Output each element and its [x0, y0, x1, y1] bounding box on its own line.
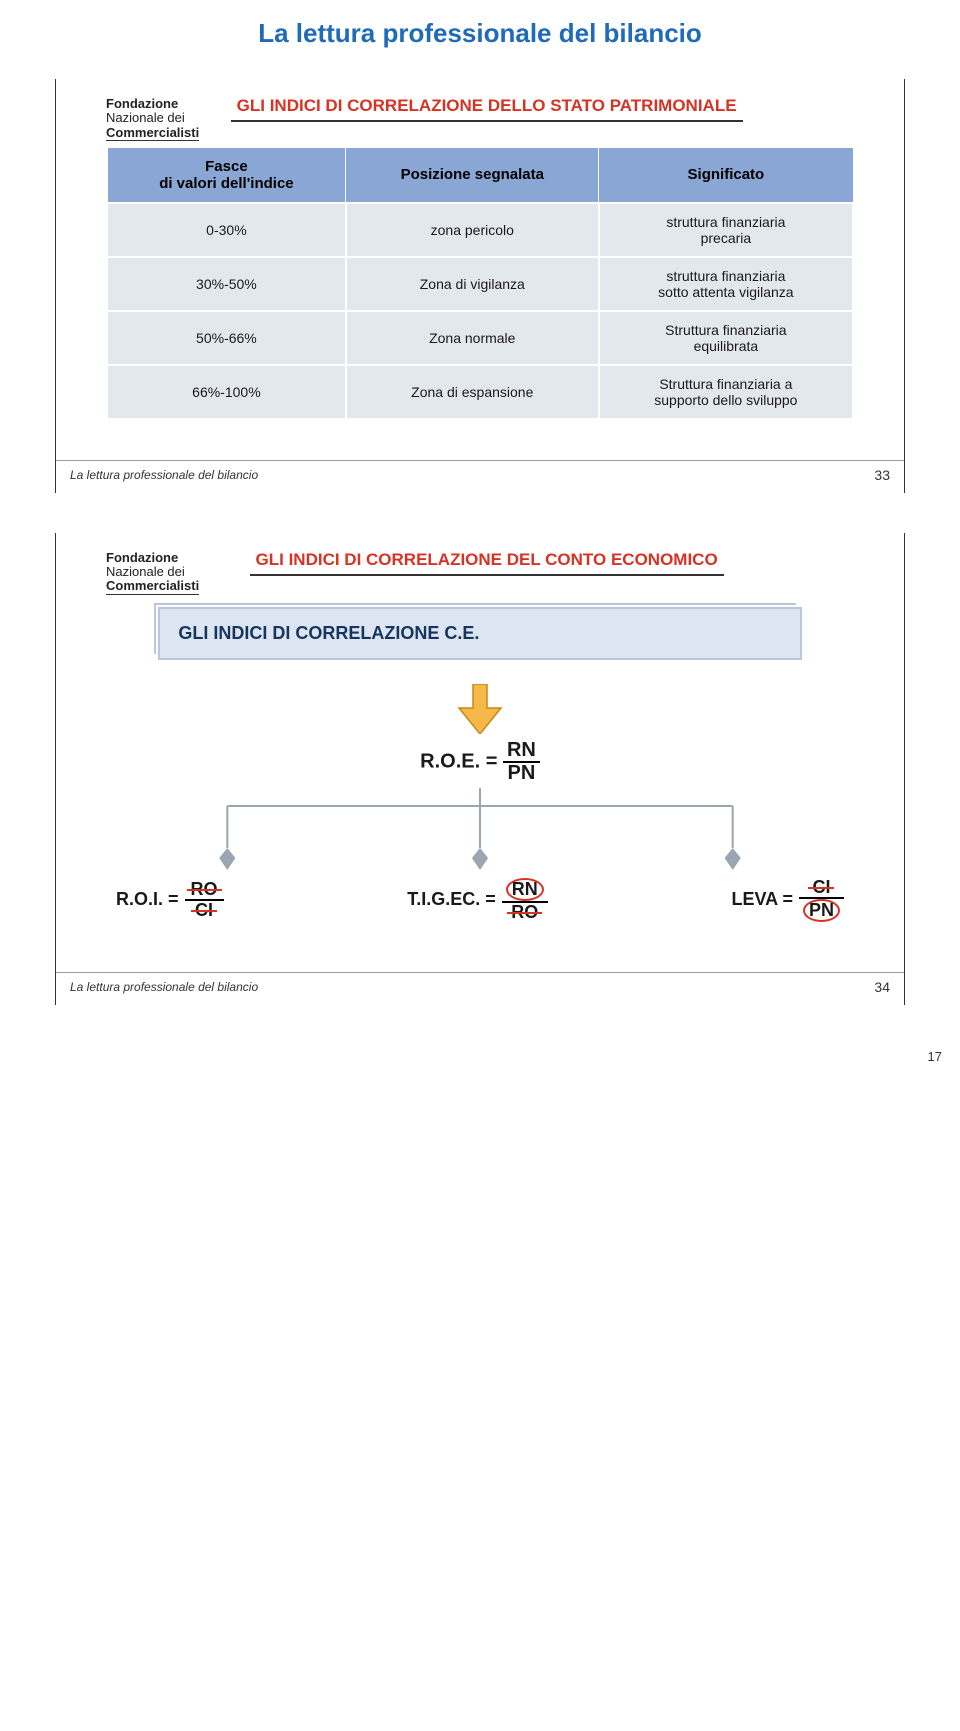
- roi-num: RO: [189, 880, 220, 899]
- roe-equation: R.O.E. = RN PN: [106, 740, 854, 784]
- footer-number: 33: [874, 467, 890, 483]
- roi-den: CI: [193, 901, 215, 920]
- ce-box-text: GLI INDICI DI CORRELAZIONE C.E.: [158, 607, 801, 660]
- arrow-down-icon: [106, 684, 854, 734]
- tig-den: RO: [509, 903, 540, 922]
- table-header: Significato: [599, 147, 853, 203]
- table-cell: Struttura finanziaria a supporto dello s…: [599, 365, 853, 419]
- indices-table: Fasce di valori dell'indicePosizione seg…: [106, 147, 854, 420]
- table-cell: Zona di espansione: [346, 365, 599, 419]
- logo-line: Commercialisti: [106, 579, 199, 593]
- leva-num: CI: [810, 878, 832, 897]
- table-cell: struttura finanziaria precaria: [599, 203, 853, 257]
- table-row: 66%-100%Zona di espansioneStruttura fina…: [107, 365, 853, 419]
- tig-num: RN: [506, 878, 544, 901]
- table-cell: Zona normale: [346, 311, 599, 365]
- table-row: 30%-50%Zona di vigilanzastruttura finanz…: [107, 257, 853, 311]
- footer-number: 34: [874, 979, 890, 995]
- logo-line: Commercialisti: [106, 126, 199, 140]
- table-cell: struttura finanziaria sotto attenta vigi…: [599, 257, 853, 311]
- table-row: 0-30%zona pericolostruttura finanziaria …: [107, 203, 853, 257]
- roi-label: R.O.I. =: [116, 889, 179, 910]
- slide1-footer: La lettura professionale del bilancio 33: [56, 460, 904, 493]
- table-cell: Zona di vigilanza: [346, 257, 599, 311]
- table-cell: 66%-100%: [107, 365, 346, 419]
- leva-den: PN: [803, 899, 840, 922]
- leva-equation: LEVA = CI PN: [731, 878, 844, 922]
- equation-row: R.O.I. = RO CI T.I.G.EC. = RN RO LEVA = …: [106, 878, 854, 932]
- ce-box: GLI INDICI DI CORRELAZIONE C.E.: [158, 607, 801, 660]
- footer-caption: La lettura professionale del bilancio: [70, 468, 258, 482]
- table-cell: 50%-66%: [107, 311, 346, 365]
- roi-equation: R.O.I. = RO CI: [116, 878, 224, 922]
- table-cell: 30%-50%: [107, 257, 346, 311]
- table-row: 50%-66%Zona normaleStruttura finanziaria…: [107, 311, 853, 365]
- connector-lines: [106, 788, 854, 878]
- slide-1: Fondazione Nazionale dei Commercialisti …: [55, 79, 905, 493]
- footer-caption: La lettura professionale del bilancio: [70, 980, 258, 994]
- table-cell: Struttura finanziaria equilibrata: [599, 311, 853, 365]
- tig-label: T.I.G.EC. =: [407, 889, 496, 910]
- table-header: Fasce di valori dell'indice: [107, 147, 346, 203]
- tig-equation: T.I.G.EC. = RN RO: [407, 878, 548, 922]
- page-corner-number: 17: [0, 1045, 960, 1076]
- table-header: Posizione segnalata: [346, 147, 599, 203]
- roe-den: PN: [503, 763, 540, 784]
- table-cell: zona pericolo: [346, 203, 599, 257]
- slide1-title: GLI INDICI DI CORRELAZIONE DELLO STATO P…: [231, 95, 743, 122]
- roe-label: R.O.E. =: [420, 750, 497, 772]
- leva-label: LEVA =: [731, 889, 793, 910]
- table-cell: 0-30%: [107, 203, 346, 257]
- slide2-footer: La lettura professionale del bilancio 34: [56, 972, 904, 1005]
- roe-num: RN: [503, 740, 540, 763]
- page-title: La lettura professionale del bilancio: [0, 0, 960, 79]
- slide2-title: GLI INDICI DI CORRELAZIONE DEL CONTO ECO…: [250, 549, 724, 576]
- slide-2: Fondazione Nazionale dei Commercialisti …: [55, 533, 905, 1005]
